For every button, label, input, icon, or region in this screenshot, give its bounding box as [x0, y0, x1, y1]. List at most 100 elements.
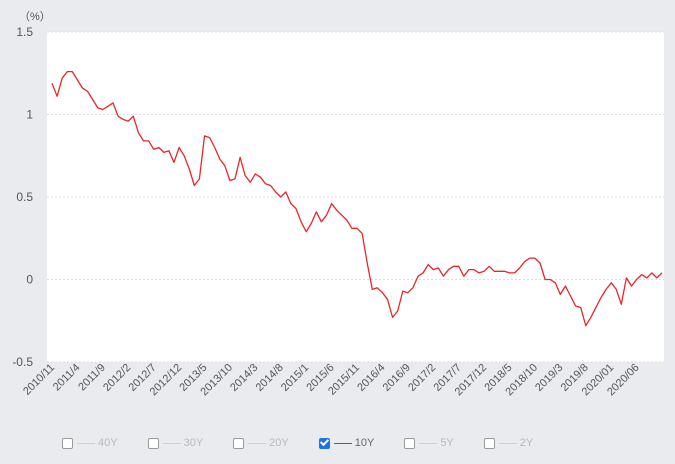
data-point [115, 113, 121, 119]
data-point [80, 85, 86, 91]
x-tick-label: 2014/8 [254, 362, 286, 394]
data-point [644, 275, 650, 281]
legend: 40Y 30Y 20Y 10Y 5Y 2Y [62, 437, 563, 449]
legend-label-40y: 40Y [98, 437, 118, 449]
data-point [440, 273, 446, 279]
legend-item-10y[interactable]: 10Y [318, 437, 375, 449]
data-point [130, 113, 136, 119]
data-point [49, 80, 55, 86]
data-point [395, 308, 401, 314]
legend-checkbox-2y[interactable] [483, 437, 495, 449]
data-point [613, 286, 619, 292]
legend-checkbox-30y[interactable] [147, 437, 159, 449]
data-point [313, 209, 319, 215]
data-point [212, 145, 218, 151]
data-point [405, 290, 411, 296]
legend-checkbox-20y[interactable] [233, 437, 245, 449]
data-point [151, 146, 157, 152]
data-point [639, 272, 645, 278]
data-point [100, 107, 106, 113]
data-point [196, 176, 202, 182]
data-point [481, 268, 487, 274]
x-tick-label: 2012/2 [101, 362, 133, 394]
legend-checkbox-40y[interactable] [62, 437, 73, 449]
data-point [435, 265, 441, 271]
legend-label-2y: 2Y [519, 437, 534, 449]
data-point [125, 118, 131, 124]
x-tick-label: 2015/1 [279, 362, 311, 394]
data-point [318, 219, 324, 225]
y-tick-label: 1.5 [16, 25, 33, 39]
unit-label: （%） [19, 10, 51, 23]
data-point [181, 153, 187, 159]
data-point [252, 171, 258, 177]
legend-item-20y[interactable]: 20Y [233, 437, 289, 449]
data-point [268, 183, 274, 189]
data-point [537, 260, 543, 266]
data-point [324, 212, 330, 218]
data-point [135, 130, 141, 136]
legend-item-5y[interactable]: 5Y [404, 437, 454, 449]
data-point [85, 88, 91, 94]
legend-swatch-30y [162, 442, 181, 444]
data-point [288, 201, 294, 207]
data-point [634, 277, 640, 283]
data-point [176, 145, 182, 151]
data-point [598, 295, 604, 301]
y-tick-label: 0 [26, 273, 33, 287]
data-point [547, 277, 553, 283]
data-point [237, 154, 243, 160]
data-point [263, 181, 269, 187]
data-point [618, 301, 624, 307]
data-point [527, 255, 533, 261]
legend-checkbox-5y[interactable] [404, 437, 416, 449]
legend-label-10y: 10Y [354, 437, 375, 449]
data-point [390, 314, 396, 320]
data-point [59, 75, 65, 81]
data-point [364, 260, 370, 266]
legend-label-30y: 30Y [183, 437, 204, 449]
data-point [649, 270, 655, 276]
data-point [171, 159, 177, 165]
data-point [186, 166, 192, 172]
data-point [247, 179, 253, 185]
data-point [242, 173, 248, 179]
legend-item-2y[interactable]: 2Y [483, 437, 534, 449]
data-point [257, 174, 263, 180]
x-tick-label: 2016/9 [381, 362, 413, 394]
legend-item-40y[interactable]: 40Y [62, 437, 118, 449]
data-point [298, 219, 304, 225]
x-tick-label: 2019/3 [533, 362, 565, 394]
x-tick-label: 2014/3 [228, 362, 260, 394]
legend-item-30y[interactable]: 30Y [147, 437, 204, 449]
data-point [105, 103, 111, 109]
data-point [446, 267, 452, 273]
data-point [623, 275, 629, 281]
data-point [573, 303, 579, 309]
data-point [359, 230, 365, 236]
data-point [166, 148, 172, 154]
data-point [293, 206, 299, 212]
x-axis-ticks: 2010/112011/42011/92012/22012/72012/1220… [21, 362, 642, 399]
data-point [202, 133, 208, 139]
data-point [303, 229, 309, 235]
legend-checkbox-10y[interactable] [318, 437, 330, 449]
y-tick-label: -0.5 [12, 355, 33, 369]
x-tick-label: 2011/4 [51, 362, 83, 394]
legend-swatch-2y [498, 442, 517, 444]
data-point [354, 225, 360, 231]
data-point [344, 217, 350, 223]
data-point [110, 100, 116, 106]
data-point [603, 286, 609, 292]
series-line-10y [51, 70, 663, 327]
data-point [227, 178, 233, 184]
data-point [593, 305, 599, 311]
data-point [420, 270, 426, 276]
data-point [557, 291, 563, 297]
data-point [415, 273, 421, 279]
data-point [374, 285, 380, 291]
data-point [568, 293, 574, 299]
y-axis-ticks: 1.5 1 0.5 0 -0.5 [12, 25, 33, 369]
data-point [654, 275, 660, 281]
